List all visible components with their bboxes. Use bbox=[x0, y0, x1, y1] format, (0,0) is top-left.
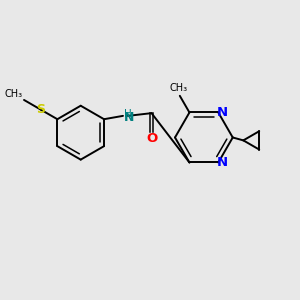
Text: H: H bbox=[124, 109, 132, 119]
Text: CH₃: CH₃ bbox=[170, 83, 188, 93]
Text: N: N bbox=[124, 111, 134, 124]
Text: S: S bbox=[36, 103, 45, 116]
Text: CH₃: CH₃ bbox=[5, 89, 23, 99]
Text: N: N bbox=[217, 106, 228, 119]
Text: O: O bbox=[146, 132, 157, 145]
Text: N: N bbox=[217, 156, 228, 169]
